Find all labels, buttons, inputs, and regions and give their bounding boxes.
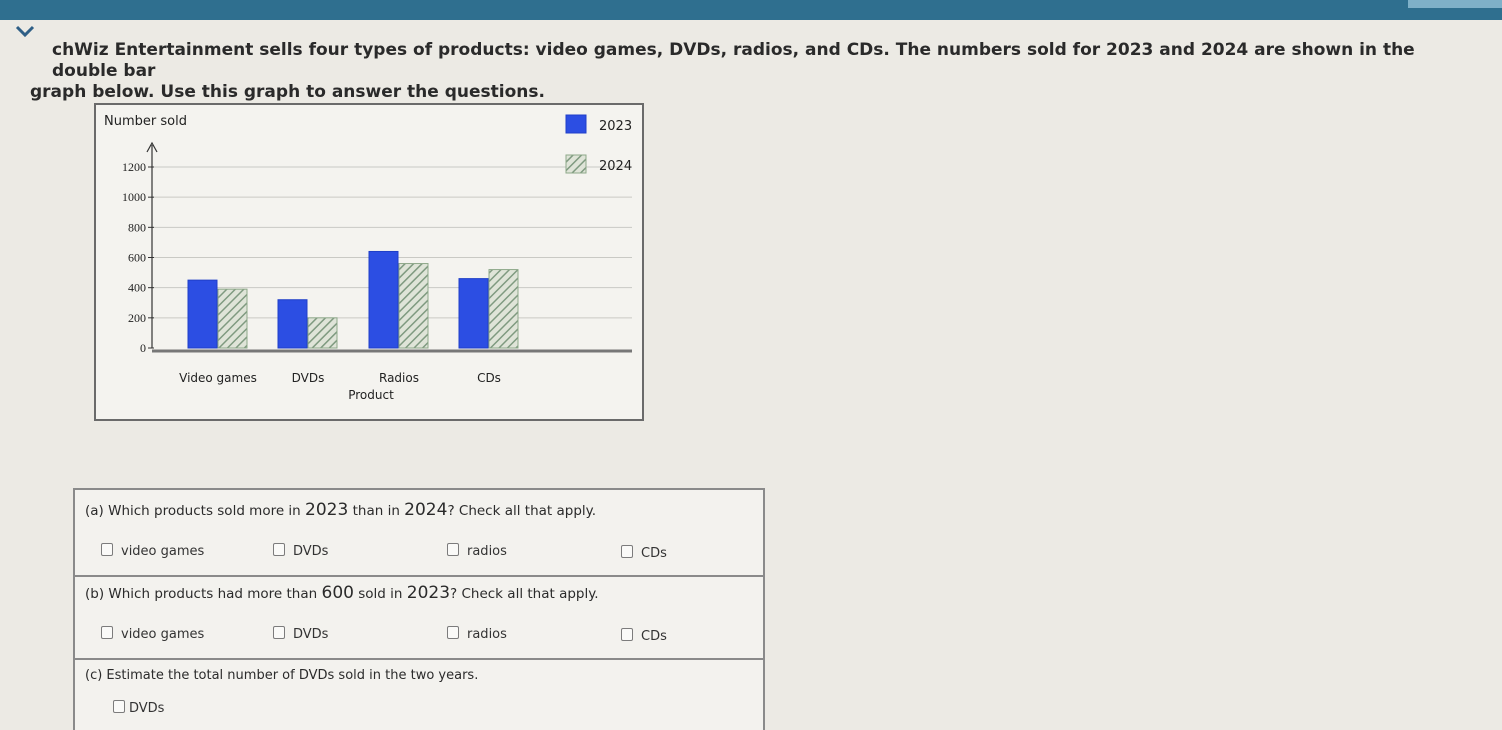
question-a-suffix: ? Check all that apply.	[447, 503, 597, 519]
checkbox-b-dvds[interactable]: DVDs	[273, 626, 328, 642]
separator	[75, 575, 763, 577]
checkbox-a-dvds[interactable]: DVDs	[273, 543, 328, 559]
checkbox-box[interactable]	[447, 626, 459, 639]
y-tick-label: 1200	[122, 160, 146, 174]
x-category-label: Video games	[179, 371, 257, 385]
bar-2024-cds	[488, 269, 519, 349]
question-b-middle: sold in	[353, 586, 407, 602]
questions-panel: (a) Which products sold more in 2023 tha…	[73, 488, 765, 730]
question-b: (b) Which products had more than 600 sol…	[85, 583, 599, 603]
legend-label-2024: 2024	[599, 159, 632, 174]
question-a-year: 2023	[305, 500, 349, 520]
x-category-label: DVDs	[292, 371, 325, 385]
question-a-prefix: (a) Which products sold more in	[85, 503, 306, 519]
bar-2024-dvds	[307, 317, 338, 349]
option-label: CDs	[641, 546, 667, 561]
question-a-year2: 2024	[404, 500, 448, 520]
option-label: DVDs	[293, 627, 329, 642]
y-tick-label: 0	[140, 341, 146, 355]
answer-unit-label: DVDs	[129, 701, 165, 716]
chart-svg: 0 200 400 600 800 1000 1200 Number sold Video ga…	[104, 114, 632, 402]
checkbox-box[interactable]	[447, 543, 459, 556]
checkbox-box[interactable]	[101, 543, 113, 556]
question-c: (c) Estimate the total number of DVDs so…	[85, 668, 479, 683]
checkbox-b-radios[interactable]: radios	[447, 626, 507, 642]
y-tick-label: 800	[128, 220, 146, 234]
question-a: (a) Which products sold more in 2023 tha…	[85, 500, 596, 520]
y-axis-arrow	[146, 141, 158, 153]
question-b-suffix: ? Check all that apply.	[450, 586, 599, 602]
checkbox-box[interactable]	[101, 626, 113, 639]
option-label: CDs	[641, 629, 667, 644]
bar-2024-video-games	[217, 288, 248, 349]
option-label: video games	[121, 544, 205, 559]
y-axis-title: Number sold	[104, 114, 187, 129]
option-label: video games	[121, 627, 205, 642]
checkbox-box[interactable]	[621, 545, 633, 558]
double-bar-graph: 0 200 400 600 800 1000 1200 Number sold Video ga…	[94, 103, 644, 421]
intro-line-1: chWiz Entertainment sells four types of …	[52, 40, 1415, 81]
answer-input-box[interactable]	[113, 700, 125, 713]
checkbox-box[interactable]	[273, 543, 285, 556]
checkbox-a-radios[interactable]: radios	[447, 543, 507, 559]
chevron-down-icon[interactable]	[12, 20, 38, 42]
checkbox-a-video-games[interactable]: video games	[101, 543, 204, 559]
y-tick-label: 200	[128, 311, 146, 325]
option-label: radios	[467, 544, 507, 559]
option-label: DVDs	[293, 544, 329, 559]
question-a-middle: than in	[348, 503, 405, 519]
separator	[75, 658, 763, 660]
y-tick-label: 400	[128, 281, 146, 295]
bar-2023-cds	[458, 278, 489, 349]
checkbox-box[interactable]	[621, 628, 633, 641]
legend-swatch-2023	[565, 114, 587, 134]
answer-input-dvds[interactable]: DVDs	[113, 700, 164, 716]
top-bar-accent	[1408, 0, 1502, 8]
option-label: radios	[467, 627, 507, 642]
checkbox-a-cds[interactable]: CDs	[621, 545, 667, 561]
x-category-label: Radios	[379, 371, 419, 385]
checkbox-b-cds[interactable]: CDs	[621, 628, 667, 644]
intro-line-2: graph below. Use this graph to answer th…	[30, 82, 545, 102]
problem-intro: chWiz Entertainment sells four types of …	[30, 40, 1480, 103]
bar-2024-radios	[398, 263, 429, 349]
top-bar	[0, 0, 1502, 20]
checkbox-box[interactable]	[273, 626, 285, 639]
x-axis-title: Product	[348, 388, 394, 402]
legend-label-2023: 2023	[599, 119, 632, 134]
checkbox-b-video-games[interactable]: video games	[101, 626, 204, 642]
x-category-label: CDs	[477, 371, 501, 385]
question-b-year: 2023	[406, 583, 451, 603]
legend-swatch-2024	[565, 154, 587, 174]
bar-2023-dvds	[277, 299, 308, 349]
bar-2023-radios	[368, 250, 399, 349]
question-b-prefix: (b) Which products had more than	[85, 586, 322, 602]
y-tick-label: 600	[128, 251, 146, 265]
question-b-num: 600	[321, 583, 354, 603]
y-tick-label: 1000	[122, 190, 146, 204]
bar-2023-video-games	[187, 279, 218, 349]
